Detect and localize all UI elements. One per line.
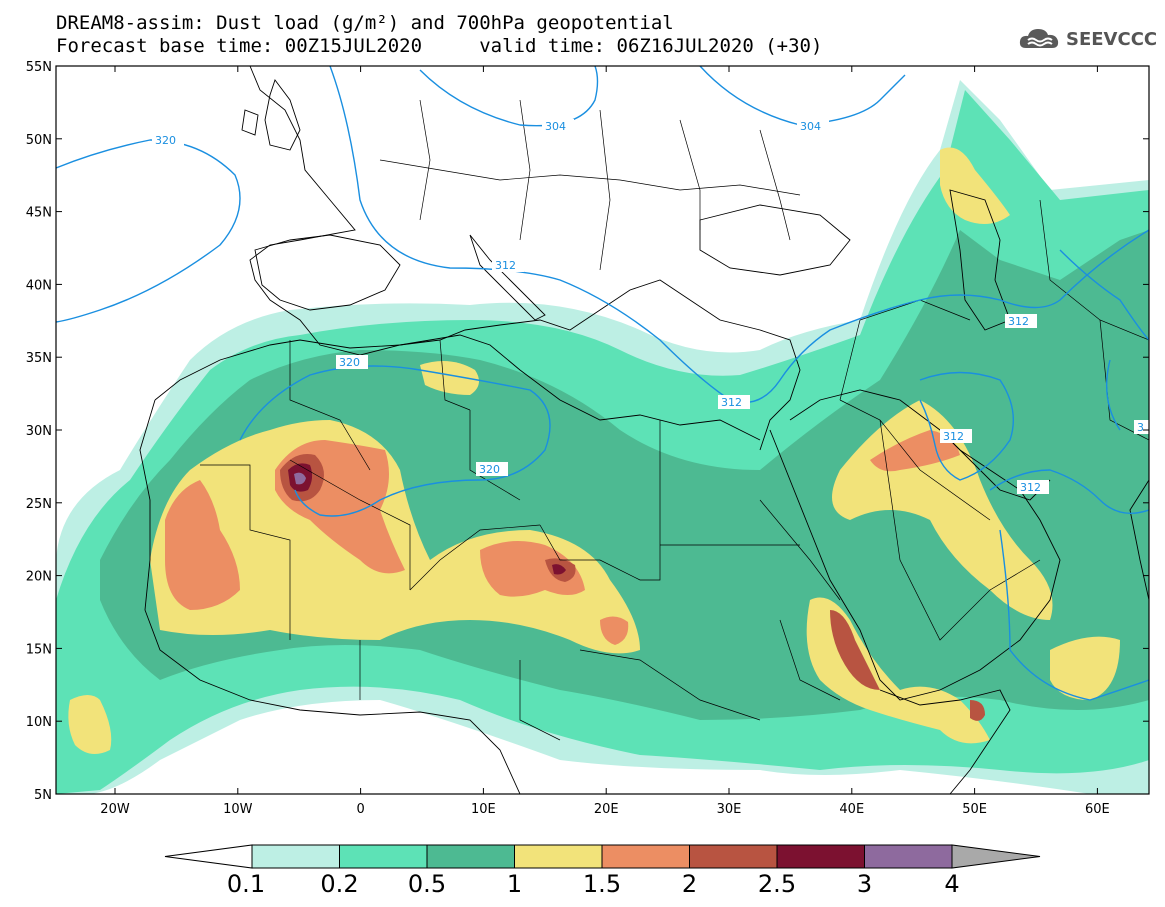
map-title-line1: DREAM8-assim: Dust load (g/m²) and 700hP… — [56, 12, 674, 34]
colorbar-label: 1 — [506, 870, 523, 898]
lon-label: 0 — [356, 802, 364, 817]
colorbar-label: 0.2 — [320, 870, 359, 898]
colorbar-swatch — [426, 844, 515, 869]
colorbar-label: 1.5 — [582, 870, 622, 898]
latitude-labels: 55N 50N 45N 40N 35N 30N 25N 20N 15N 10N 5N — [26, 60, 52, 803]
dust-field — [56, 66, 1149, 794]
lon-label: 10W — [223, 802, 253, 817]
lat-label: 25N — [26, 497, 52, 512]
lon-label: 30E — [717, 802, 742, 817]
contour-label: 320 — [339, 356, 360, 369]
colorbar — [164, 844, 1041, 869]
lon-label: 10E — [471, 802, 496, 817]
lat-label: 30N — [26, 424, 52, 439]
colorbar-swatch — [339, 844, 428, 869]
cloud-logo-icon — [1019, 29, 1059, 48]
colorbar-swatch — [601, 844, 690, 869]
colorbar-low-arrow — [164, 844, 253, 869]
lon-label: 50E — [962, 802, 987, 817]
lon-label: 20E — [594, 802, 619, 817]
contour-label: 312 — [721, 396, 742, 409]
geopotential-contours — [56, 66, 1149, 701]
colorbar-swatch — [864, 844, 953, 869]
contour-label: 320 — [155, 134, 176, 147]
lat-label: 5N — [34, 788, 52, 803]
contour-labels: 320 304 304 312 320 320 312 312 312 312 … — [152, 119, 1149, 494]
contour-label: 304 — [800, 120, 821, 133]
colorbar-label: 2 — [681, 870, 698, 898]
lat-label: 50N — [26, 133, 52, 148]
lat-label: 10N — [26, 715, 52, 730]
lon-label: 20W — [100, 802, 130, 817]
colorbar-swatch — [514, 844, 603, 869]
lat-label: 55N — [26, 60, 52, 75]
colorbar-label: 0.5 — [407, 870, 447, 898]
axis-ticks — [56, 65, 1149, 795]
contour-label: 312 — [495, 259, 516, 272]
political-borders — [200, 99, 1149, 741]
contour-label: 312 — [1020, 481, 1041, 494]
contour-label: 312 — [1008, 315, 1029, 328]
lat-label: 40N — [26, 278, 52, 293]
lat-label: 45N — [26, 206, 52, 221]
colorbar-label: 0.1 — [226, 870, 266, 898]
contour-label: 304 — [545, 120, 566, 133]
lon-label: 60E — [1085, 802, 1110, 817]
colorbar-swatch — [776, 844, 865, 869]
contour-label: 312 — [943, 430, 964, 443]
lat-label: 35N — [26, 351, 52, 366]
logo-text: SEEVCCC — [1066, 28, 1158, 50]
map-title-line2: Forecast base time: 00Z15JUL2020 valid t… — [56, 35, 823, 57]
contour-label: 3 — [1137, 421, 1144, 434]
colorbar-swatch — [251, 844, 340, 869]
longitude-labels: 20W 10W 0 10E 20E 30E 40E 50E 60E — [100, 802, 1109, 817]
lon-label: 40E — [839, 802, 864, 817]
colorbar-label: 4 — [944, 870, 960, 898]
colorbar-label: 2.5 — [757, 870, 797, 898]
lat-label: 15N — [26, 642, 52, 657]
colorbar-label: 3 — [856, 870, 873, 898]
lat-label: 20N — [26, 570, 52, 585]
colorbar-swatch — [689, 844, 778, 869]
contour-label: 320 — [479, 463, 500, 476]
colorbar-high-arrow — [951, 844, 1041, 869]
seevccc-logo: SEEVCCC — [1018, 26, 1157, 52]
